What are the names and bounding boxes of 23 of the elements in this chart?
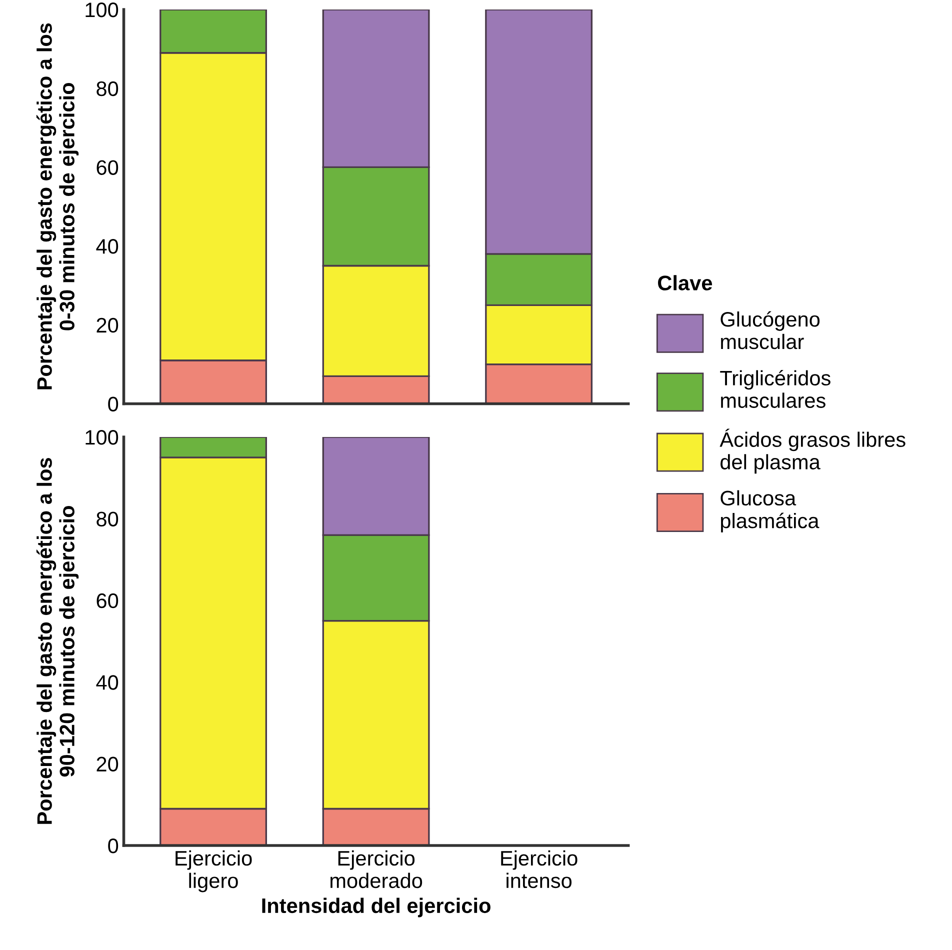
x-tick-label: Ejercicio intenso: [501, 850, 578, 888]
legend-label: Glucosa plasmática: [720, 490, 820, 532]
y-tick-label: 100: [86, 2, 118, 18]
y-tick-label: 100: [86, 430, 118, 445]
legend-title: Clave: [658, 275, 712, 290]
y-tick-label: 60: [96, 160, 118, 175]
y-tick-label: 40: [96, 675, 118, 690]
y-tick-label: 40: [96, 239, 118, 254]
y-tick-label: 60: [96, 593, 118, 608]
y-axis-title: Porcentaje del gasto energético a los 90-120 minutos de ejercicio: [36, 458, 79, 824]
x-tick-label: Ejercicio moderado: [330, 850, 422, 888]
x-axis-title: Intensidad del ejercicio: [262, 898, 490, 918]
y-tick-label: 20: [96, 318, 118, 333]
y-tick-label: 20: [96, 756, 118, 772]
y-axis-title: Porcentaje del gasto energético a los 0-30 minutos de ejercicio: [36, 23, 79, 390]
legend-label: Glucógeno muscular: [720, 311, 820, 350]
legend-label: Ácidos grasos libres del plasma: [720, 428, 906, 474]
x-tick-label: Ejercicio ligero: [176, 850, 252, 892]
y-tick-label: 0: [108, 838, 118, 854]
y-tick-label: 80: [96, 81, 118, 96]
legend-label: Triglicéridos musculares: [720, 370, 830, 408]
y-tick-label: 80: [96, 512, 118, 526]
y-tick-label: 0: [108, 396, 118, 412]
